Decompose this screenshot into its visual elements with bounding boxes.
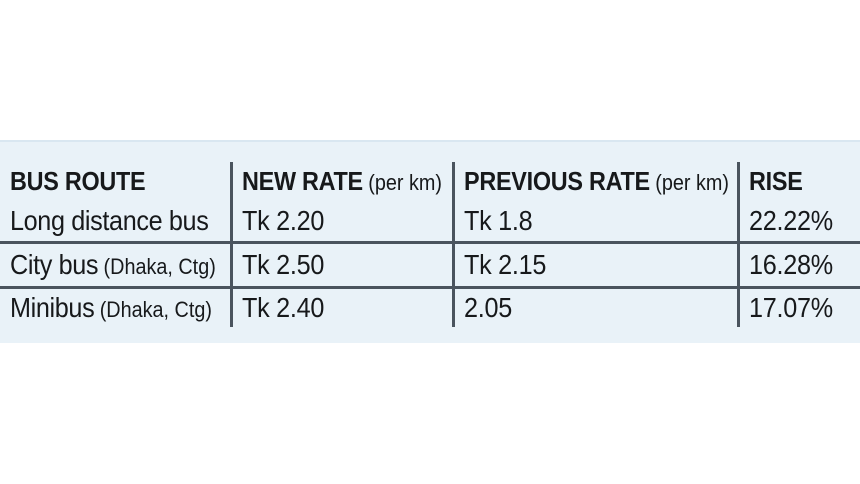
header-label-bus-route: BUS ROUTE [10,165,146,196]
new-rate-value: Tk 2.40 [242,292,325,323]
header-cell-previous-rate: PREVIOUS RATE (per km) [452,162,737,200]
rise-value: 16.28% [749,249,833,280]
header-label-rise: RISE [749,165,803,196]
previous-rate-cell: 2.05 [452,289,737,327]
previous-rate-value: Tk 2.15 [464,249,547,280]
route-note: (Dhaka, Ctg) [99,297,212,322]
rise-value: 22.22% [749,204,833,236]
rise-cell: 17.07% [737,289,860,327]
rise-cell: 22.22% [737,200,860,241]
new-rate-value: Tk 2.20 [242,204,325,236]
table-row-city-bus: City bus (Dhaka, Ctg) Tk 2.50 Tk 2.15 16.… [0,244,860,289]
rise-value: 17.07% [749,292,833,323]
previous-rate-cell: Tk 2.15 [452,244,737,286]
new-rate-cell: Tk 2.20 [230,200,452,241]
header-cell-bus-route: BUS ROUTE [0,162,230,200]
route-name: Long distance bus [10,204,209,236]
fare-table-panel: BUS ROUTE NEW RATE (per km) PREVIOUS RATE… [0,140,860,343]
header-cell-rise: RISE [737,162,860,200]
header-label-new-rate: NEW RATE [242,165,363,196]
route-name: Minibus [10,292,95,323]
table-row-long-distance: Long distance bus Tk 2.20 Tk 1.8 22.22% [0,200,860,244]
previous-rate-value: Tk 1.8 [464,204,533,236]
header-label-previous-rate: PREVIOUS RATE [464,165,650,196]
header-unit-new-rate: (per km) [368,169,443,195]
route-cell: Minibus (Dhaka, Ctg) [0,289,230,327]
table-header-row: BUS ROUTE NEW RATE (per km) PREVIOUS RATE… [0,162,860,200]
rise-cell: 16.28% [737,244,860,286]
header-unit-previous-rate: (per km) [655,169,729,195]
table-row-minibus: Minibus (Dhaka, Ctg) Tk 2.40 2.05 17.07% [0,289,860,327]
previous-rate-value: 2.05 [464,292,512,323]
route-note: (Dhaka, Ctg) [103,254,216,279]
route-cell: Long distance bus [0,200,230,241]
route-name: City bus [10,249,99,280]
new-rate-cell: Tk 2.40 [230,289,452,327]
new-rate-cell: Tk 2.50 [230,244,452,286]
header-cell-new-rate: NEW RATE (per km) [230,162,452,200]
new-rate-value: Tk 2.50 [242,249,325,280]
route-cell: City bus (Dhaka, Ctg) [0,244,230,286]
previous-rate-cell: Tk 1.8 [452,200,737,241]
